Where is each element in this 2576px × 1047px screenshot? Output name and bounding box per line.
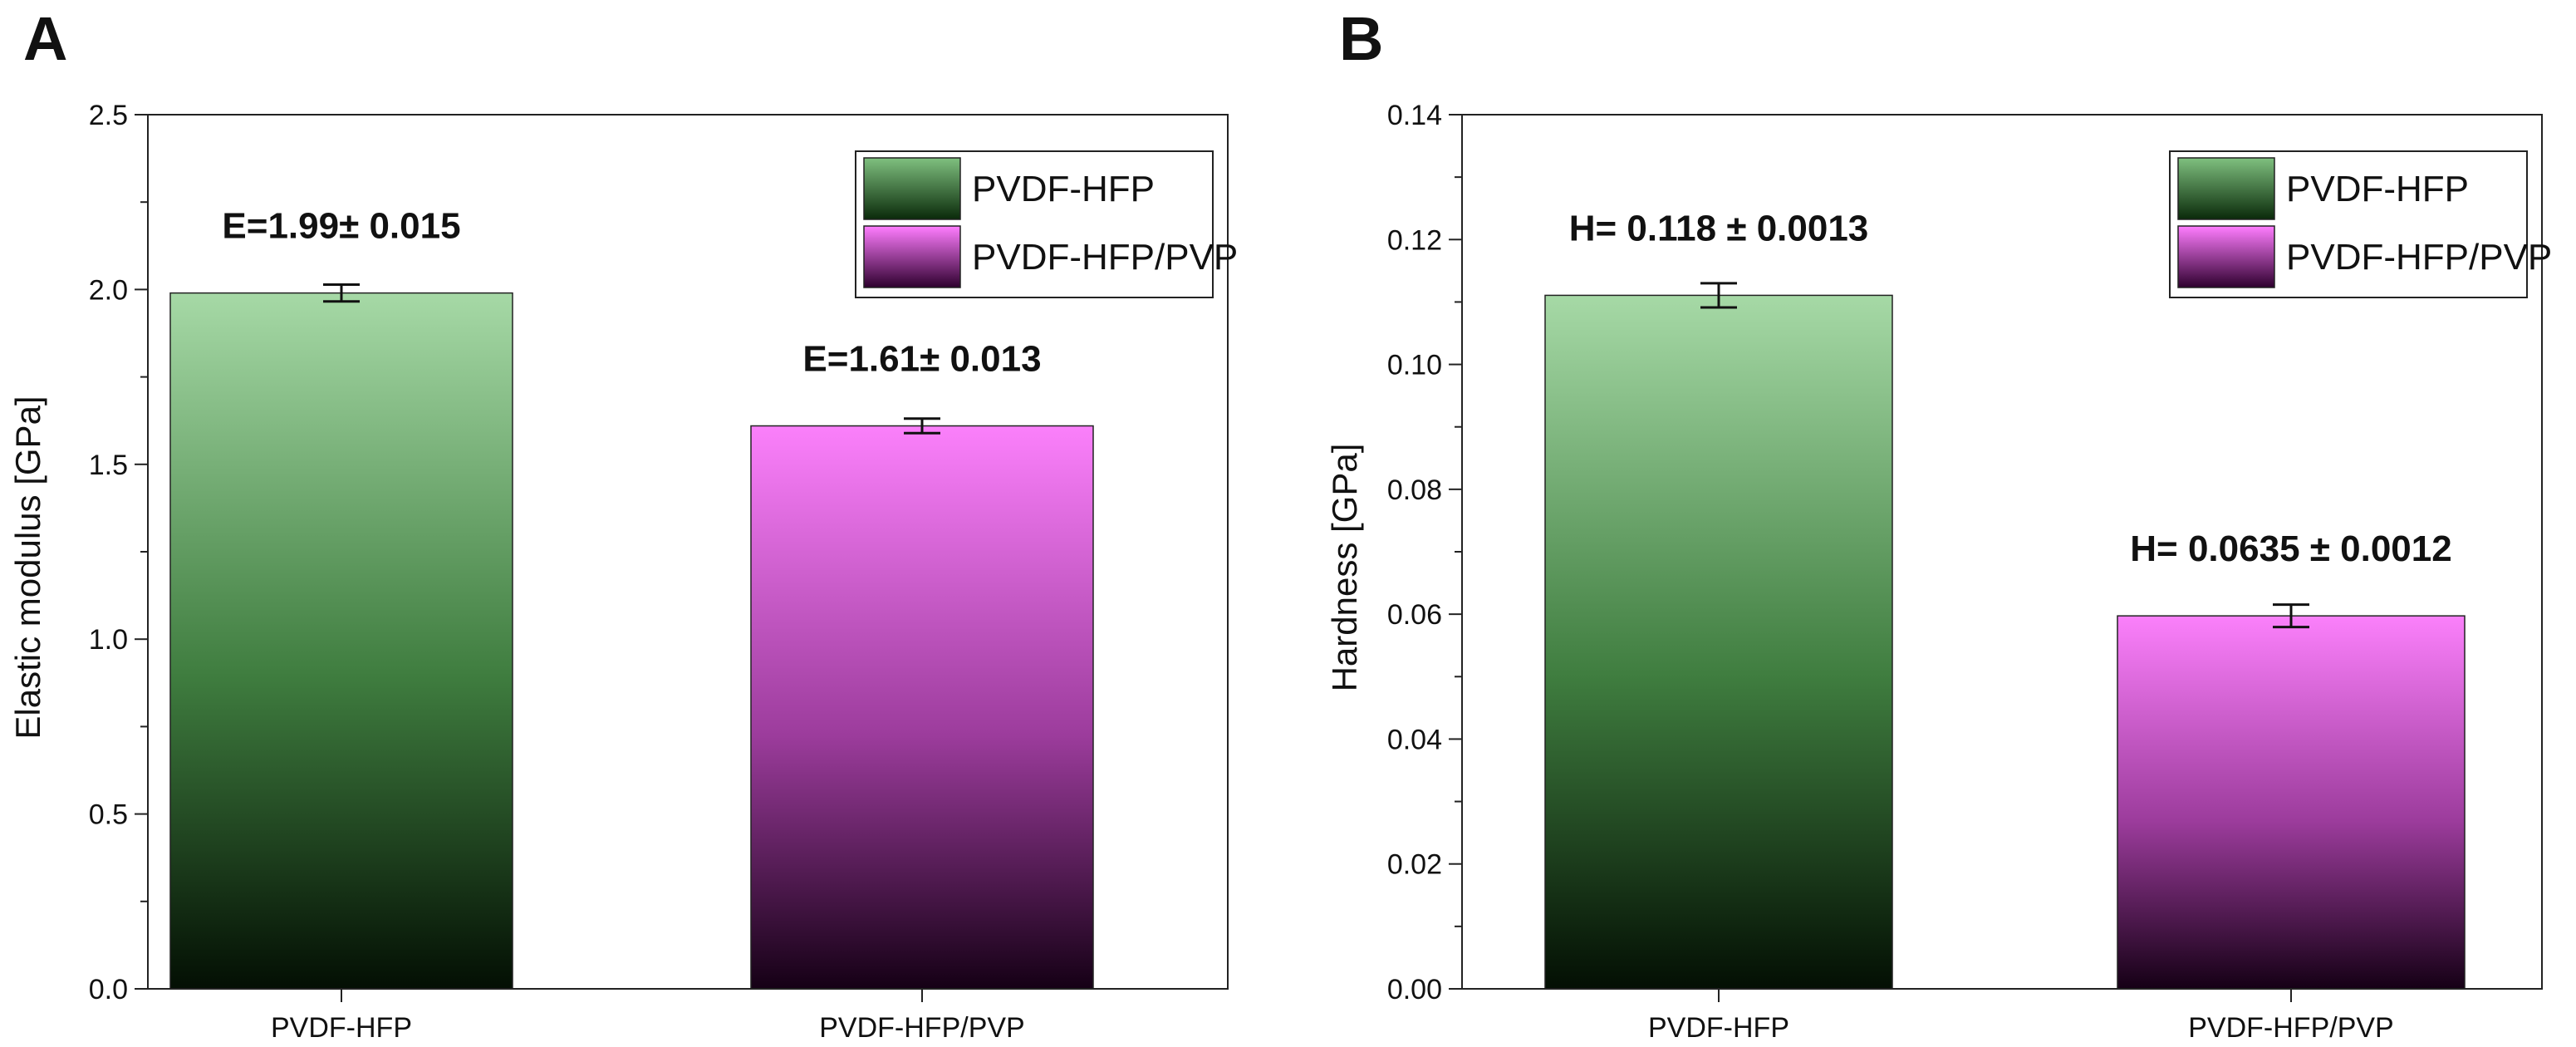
- y-tick-label: 0.12: [1387, 224, 1442, 256]
- bar: [750, 425, 1094, 990]
- legend: PVDF-HFP PVDF-HFP/PVP: [2169, 150, 2552, 298]
- legend-label: PVDF-HFP/PVP: [2286, 237, 2552, 278]
- y-tick-label: 0.14: [1387, 100, 1442, 131]
- x-axis-ticks: PVDF-HFP PVDF-HFP/PVP: [1648, 989, 2394, 1044]
- bar: [1544, 294, 1893, 990]
- legend-label: PVDF-HFP/PVP: [972, 237, 1238, 278]
- bar-annotations: E=1.99± 0.015 E=1.61± 0.013: [222, 206, 1041, 380]
- panel-label: A: [23, 4, 67, 73]
- y-tick-label: 1.0: [89, 624, 128, 656]
- y-tick-label: 0.5: [89, 799, 128, 831]
- y-tick-label: 2.5: [89, 100, 128, 131]
- legend-swatch: [2177, 157, 2275, 220]
- x-tick-label: PVDF-HFP: [271, 1012, 412, 1044]
- legend-swatch: [2177, 225, 2275, 288]
- error-bar: [323, 283, 360, 303]
- y-tick-label: 0.08: [1387, 474, 1442, 506]
- y-axis-title: Elastic modulus [GPa]: [8, 396, 47, 739]
- legend-label: PVDF-HFP: [2286, 169, 2469, 209]
- y-tick-label: 1.5: [89, 450, 128, 481]
- error-bar: [904, 417, 940, 435]
- bars: [1544, 282, 2466, 990]
- plot-frame: [147, 114, 1229, 990]
- y-tick-label: 0.10: [1387, 350, 1442, 381]
- y-tick-label: 0.0: [89, 974, 128, 1005]
- error-bar: [1700, 282, 1737, 309]
- data-label: H= 0.118 ± 0.0013: [1569, 208, 1869, 248]
- chart-panel-a: A Elastic modulus [GPa] 0.0 0.5 1.0 1.5 2.0 2…: [8, 4, 1238, 1044]
- x-tick-label: PVDF-HFP/PVP: [2188, 1012, 2393, 1044]
- legend: PVDF-HFP PVDF-HFP/PVP: [855, 150, 1238, 298]
- y-axis-title: Hardness [GPa]: [1325, 444, 1364, 692]
- x-axis-ticks: PVDF-HFP PVDF-HFP/PVP: [271, 989, 1025, 1044]
- data-label: E=1.99± 0.015: [222, 206, 460, 247]
- chart-panel-b: B Hardness [GPa] 0.00 0.02 0.04 0.06 0.08 0.1…: [1325, 4, 2552, 1044]
- panel-label: B: [1339, 4, 1383, 73]
- x-tick-label: PVDF-HFP: [1648, 1012, 1789, 1044]
- data-label: H= 0.0635 ± 0.0012: [2130, 528, 2451, 569]
- y-tick-label: 0.00: [1387, 974, 1442, 1005]
- y-tick-label: 0.04: [1387, 724, 1442, 755]
- y-tick-label: 0.02: [1387, 849, 1442, 881]
- data-label: E=1.61± 0.013: [802, 339, 1041, 380]
- y-axis-ticks: 0.0 0.5 1.0 1.5 2.0 2.5: [89, 100, 148, 1005]
- bar: [169, 292, 513, 990]
- bar-annotations: H= 0.118 ± 0.0013 H= 0.0635 ± 0.0012: [1569, 208, 2452, 569]
- plot-frame: [1461, 114, 2543, 990]
- legend-label: PVDF-HFP: [972, 169, 1155, 209]
- y-tick-label: 0.06: [1387, 599, 1442, 631]
- bars: [169, 283, 1094, 990]
- y-axis-ticks: 0.00 0.02 0.04 0.06 0.08 0.10 0.12 0.14: [1387, 100, 1462, 1005]
- legend-swatch: [863, 225, 961, 288]
- x-tick-label: PVDF-HFP/PVP: [819, 1012, 1024, 1044]
- error-bar: [2273, 603, 2309, 629]
- legend-swatch: [863, 157, 961, 220]
- y-tick-label: 2.0: [89, 274, 128, 306]
- bar: [2117, 615, 2466, 990]
